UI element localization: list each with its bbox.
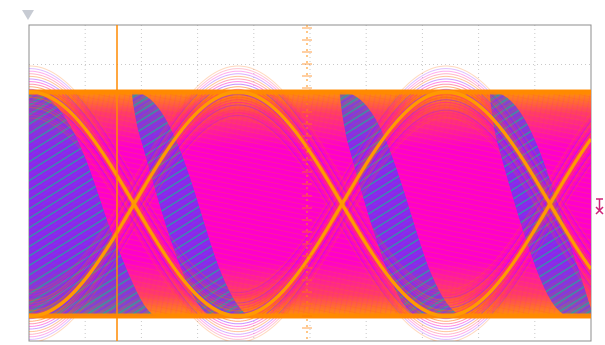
eye-trace-upper — [29, 83, 591, 309]
eye-trace-upper — [29, 78, 591, 304]
crossing-region — [340, 92, 466, 316]
eye-trace-lower — [29, 101, 591, 327]
eye-trace-upper — [29, 112, 591, 338]
eye-region — [29, 65, 591, 341]
eye-trace-upper — [29, 104, 591, 330]
crossing-region — [29, 92, 158, 316]
eye-trace-lower — [29, 96, 591, 322]
eye-trace-lower — [29, 86, 591, 312]
trigger-arrow-icon — [595, 198, 604, 215]
eye-trace-upper — [29, 117, 591, 341]
eye-trace-upper — [29, 99, 591, 325]
eye-trace-lower — [29, 109, 591, 335]
small-down-triangle-icon — [22, 10, 34, 20]
eye-trace-upper — [29, 75, 591, 301]
lower-edge-trace — [29, 90, 591, 318]
eye-trace-upper — [29, 101, 591, 327]
eye-trace-upper — [29, 65, 591, 291]
crossing-region — [132, 92, 252, 316]
eye-trace-upper — [29, 107, 591, 333]
eye-trace-lower — [29, 78, 591, 304]
eye-trace-upper — [29, 70, 591, 296]
eye-trace-upper — [29, 73, 591, 299]
center-ticks — [302, 27, 312, 329]
eye-trace-lower — [29, 83, 591, 309]
eye-trace-lower — [29, 107, 591, 333]
eye-trace-upper — [29, 96, 591, 322]
eye-trace-lower — [29, 81, 591, 307]
eye-trace-upper — [29, 114, 591, 340]
eye-trace-lower — [29, 112, 591, 338]
eye-trace-upper — [29, 86, 591, 312]
eye-trace-upper — [29, 68, 591, 294]
eye-trace-lower — [29, 73, 591, 299]
eye-trace-lower — [29, 70, 591, 296]
eye-trace-upper — [29, 81, 591, 307]
eye-trace-upper — [29, 109, 591, 335]
eye-trace-lower — [29, 68, 591, 294]
eye-trace-lower — [29, 65, 591, 291]
eye-trace-lower — [29, 114, 591, 340]
eye-trace-lower — [36, 117, 591, 341]
eye-trace-lower — [29, 104, 591, 330]
